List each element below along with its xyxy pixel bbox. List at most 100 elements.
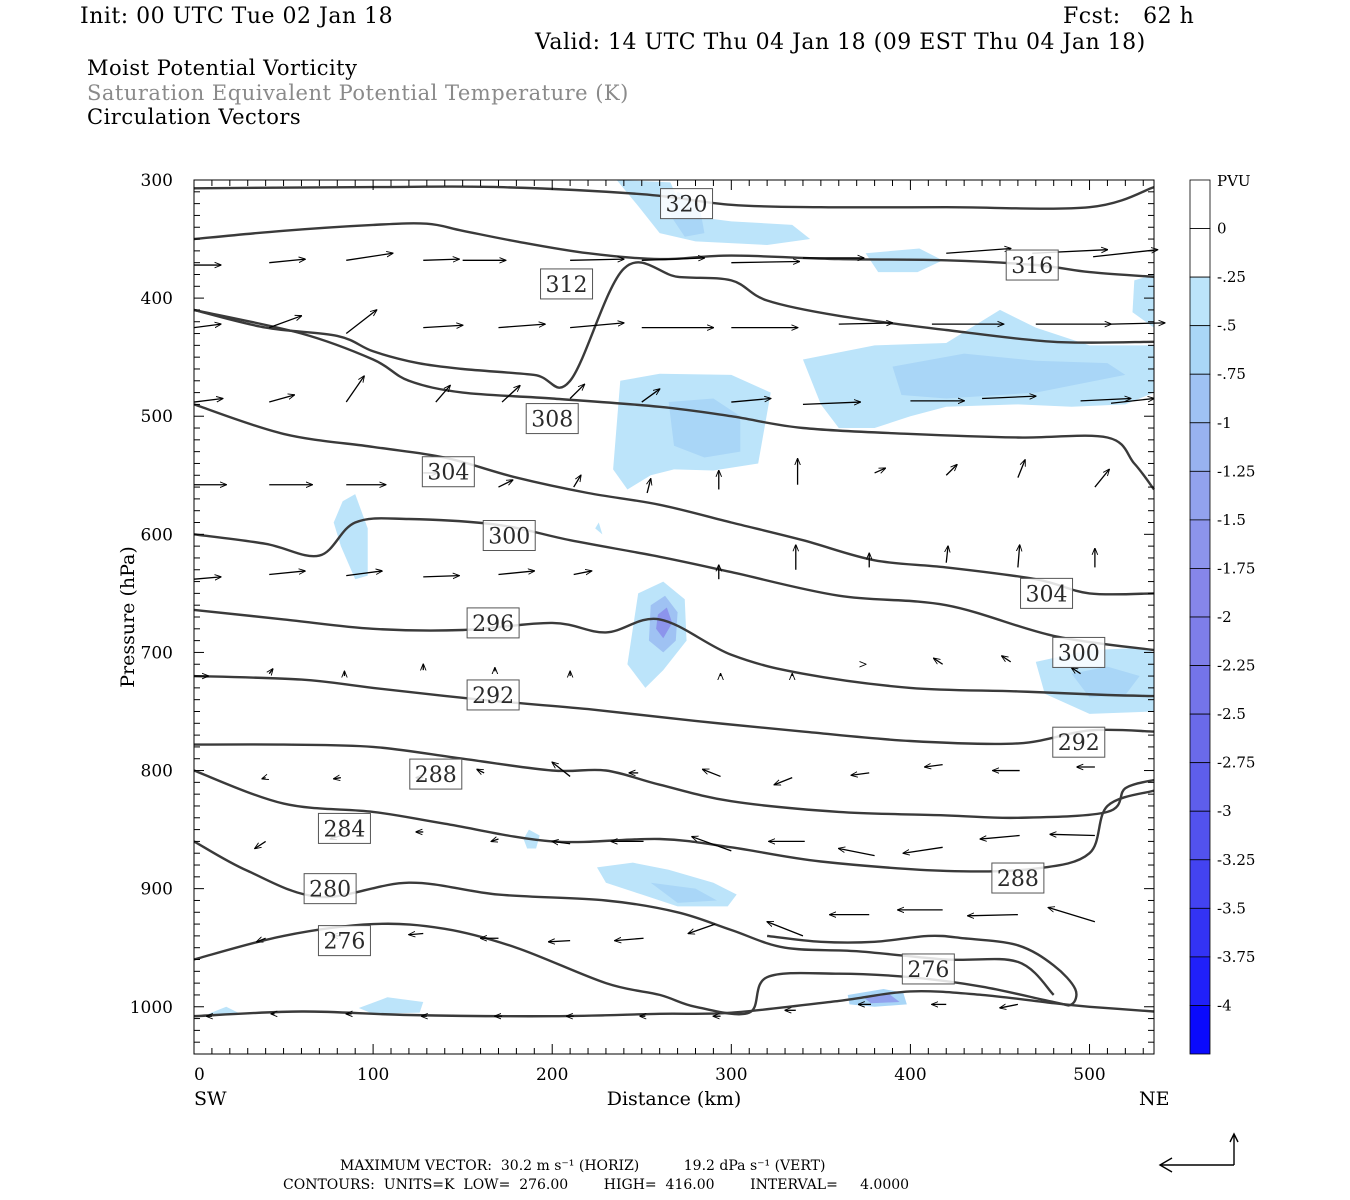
- isentrope-line: [193, 769, 1155, 873]
- y-tick-label: 400: [141, 289, 173, 309]
- colorbar-swatch: [1189, 422, 1211, 472]
- circulation-vector: [346, 571, 382, 577]
- colorbar-label: -.75: [1217, 365, 1246, 383]
- contour-labels: 320 316 312 308 304 300 304 300 296 292 292 288 288 2…: [303, 188, 1106, 985]
- circulation-vector: [573, 571, 592, 575]
- y-tick-label: 700: [141, 643, 173, 663]
- x-endpoint-right: NE: [1139, 1088, 1170, 1110]
- contour-label-box: [1052, 726, 1106, 758]
- colorbar-swatch: [1189, 907, 1211, 958]
- circulation-vector: [731, 399, 770, 403]
- contour-label: 284: [323, 817, 365, 842]
- colorbar: 0 -.25 -.5 -.75 -1 -1.25 -1.5 -1.75 -2 -2.25 -2.5 -…: [1189, 179, 1255, 1055]
- contour-label: 316: [1011, 254, 1053, 279]
- colorbar-label: -3.25: [1217, 851, 1255, 869]
- contour-label-box: [991, 862, 1045, 894]
- contour-label: 308: [531, 408, 573, 433]
- circulation-vector: [257, 938, 266, 942]
- contour-label: 280: [309, 878, 351, 903]
- circulation-vector: [1000, 1004, 1019, 1008]
- contour-label: 304: [427, 461, 469, 486]
- circulation-vector: [549, 941, 571, 942]
- circulation-vector: [552, 762, 571, 777]
- circulation-vector: [946, 249, 1010, 254]
- contour-label-box: [409, 758, 463, 790]
- circulation-vector: [1110, 399, 1154, 404]
- valid-time: Valid: 14 UTC Thu 04 Jan 18 (09 EST Thu …: [535, 30, 1146, 55]
- y-tick-label: 300: [141, 171, 173, 191]
- circulation-vector: [945, 465, 957, 476]
- colorbar-label: -3: [1217, 802, 1232, 820]
- pv-region: [656, 607, 673, 639]
- contour-label: 288: [997, 867, 1039, 892]
- contour-label-box: [466, 607, 520, 639]
- isentrope-line: [193, 989, 1155, 1018]
- contour-label: 276: [323, 930, 365, 955]
- circulation-vector: [647, 479, 651, 494]
- contour-label: 320: [666, 193, 708, 218]
- circulation-vector: [641, 258, 705, 260]
- isentrope-line: [193, 922, 1078, 1016]
- x-tick-label: 0: [194, 1065, 205, 1085]
- contour-label: 292: [1058, 731, 1100, 756]
- circulation-vector: [498, 324, 545, 329]
- circulation-vector: [982, 396, 1036, 398]
- circulation-vector: [774, 777, 793, 785]
- isentrope-line: [193, 261, 1155, 389]
- circulation-vector: [1018, 545, 1020, 568]
- colorbar-unit: PVU: [1217, 172, 1251, 190]
- contour-label: 276: [907, 958, 949, 983]
- pv-region: [1071, 666, 1140, 698]
- pv-region: [333, 494, 368, 580]
- colorbar-swatch: [1189, 956, 1211, 1006]
- circulation-vector: [1080, 399, 1131, 401]
- circulation-vector: [501, 386, 520, 403]
- circulation-vector: [570, 323, 624, 329]
- circulation-vectors: [193, 249, 1165, 1017]
- contour-label: 304: [1026, 582, 1068, 607]
- circulation-vector: [1094, 469, 1109, 488]
- colorbar-swatch: [1189, 859, 1211, 909]
- colorbar-swatch: [1189, 1005, 1211, 1055]
- colorbar-label: -3.5: [1217, 899, 1246, 917]
- circulation-vector: [1002, 656, 1012, 663]
- circulation-vector: [193, 399, 223, 403]
- circulation-vector: [703, 769, 721, 778]
- circulation-vector: [491, 839, 499, 841]
- circulation-vector: [552, 841, 571, 843]
- isentrope-contours: [193, 185, 1155, 1018]
- circulation-vector: [1093, 250, 1157, 258]
- circulation-vector: [409, 934, 424, 935]
- circulation-vector: [1048, 908, 1096, 923]
- colorbar-swatch: [1189, 665, 1211, 715]
- colorbar-swatch: [1189, 373, 1211, 424]
- circulation-vector: [269, 395, 294, 403]
- colorbar-label: -2.25: [1217, 657, 1255, 675]
- circulation-vector: [423, 576, 459, 577]
- contour-label-box: [482, 520, 536, 552]
- contour-label-box: [1020, 577, 1074, 609]
- isentrope-line: [193, 517, 1155, 652]
- colorbar-swatch: [1189, 519, 1211, 569]
- colorbar-label: -2.5: [1217, 705, 1246, 723]
- y-tick-label: 500: [141, 407, 173, 427]
- forecast-hour: Fcst: 62 h: [1063, 4, 1195, 29]
- isentrope-line: [193, 308, 1155, 491]
- x-tick-label: 300: [715, 1065, 747, 1085]
- circulation-vector: [569, 384, 584, 399]
- colorbar-label: -.5: [1217, 317, 1236, 335]
- colorbar-label: -1.25: [1217, 462, 1255, 480]
- init-time: Init: 00 UTC Tue 02 Jan 18: [80, 4, 394, 29]
- circulation-vector: [1017, 460, 1025, 478]
- circulation-vector: [334, 778, 341, 779]
- colorbar-label: -4: [1217, 996, 1232, 1014]
- contour-label-box: [421, 456, 475, 488]
- x-tick-label: 500: [1073, 1065, 1105, 1085]
- circulation-vector: [934, 658, 944, 665]
- circulation-vector: [255, 840, 266, 848]
- colorbar-label: -1: [1217, 414, 1232, 432]
- pv-region: [358, 997, 424, 1014]
- contour-label-box: [1052, 636, 1106, 668]
- contour-label-box: [317, 925, 371, 957]
